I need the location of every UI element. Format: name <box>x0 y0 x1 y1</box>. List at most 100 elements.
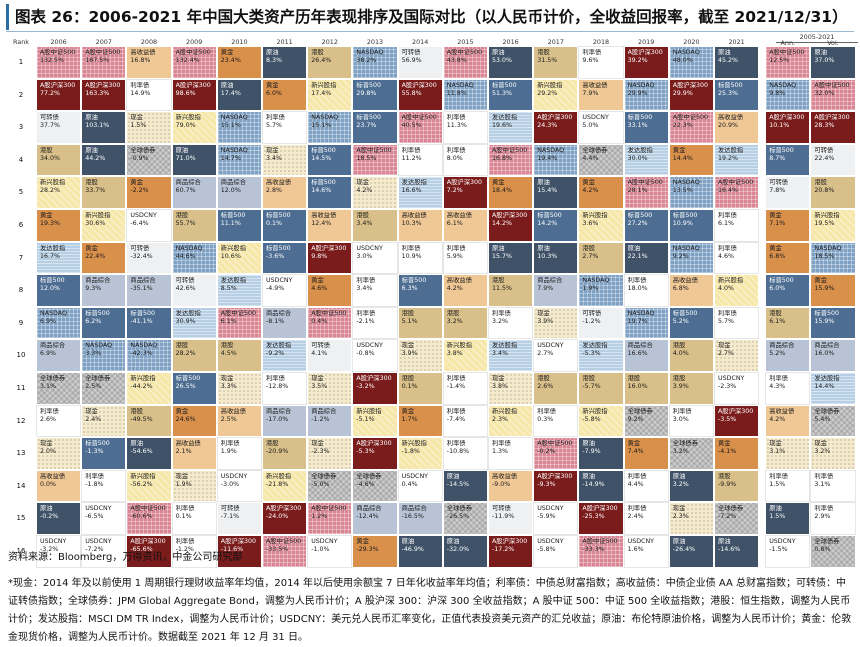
asset-name: A股沪深300 <box>130 538 166 545</box>
asset-return: 2.1% <box>175 448 192 456</box>
asset-name: NASDAQ <box>85 342 113 350</box>
column-header: Vol. <box>827 39 839 47</box>
asset-return: 43.8% <box>446 57 467 64</box>
asset-cell: USDCNY -5.9% <box>533 502 579 535</box>
asset-name: 高收益债 <box>582 81 608 89</box>
asset-return: -8.1% <box>266 317 285 325</box>
asset-return: 14.2% <box>537 220 558 227</box>
asset-name: A股中证500 <box>266 538 302 545</box>
asset-return: 15.1% <box>220 122 241 130</box>
asset-name: 原油 <box>175 146 189 154</box>
asset-return: 22.3% <box>672 122 693 130</box>
asset-return: 17.4% <box>311 89 332 97</box>
asset-cell: 商品综合 -12.4% <box>352 502 398 535</box>
asset-name: 利率债 <box>718 244 737 252</box>
asset-return: 29.2% <box>537 89 558 97</box>
asset-cell: A股沪深300 10.1% <box>765 111 811 144</box>
asset-cell: 可转债 4.1% <box>307 339 353 372</box>
asset-name: A股中证500 <box>627 179 663 187</box>
asset-cell: 新兴股指 79.0% <box>171 111 217 144</box>
asset-return: -21.8% <box>266 480 289 488</box>
asset-cell: 高收益债 2.5% <box>216 404 262 438</box>
column-header: 2007 <box>95 38 112 46</box>
asset-cell: 原油 -14.5% <box>442 469 488 503</box>
asset-name: 发达股指 <box>220 277 246 285</box>
asset-name: A股沪深300 <box>356 375 392 382</box>
asset-name: 原油 <box>582 440 595 448</box>
asset-cell: 可转债 7.8% <box>765 176 811 209</box>
asset-cell: 新兴股指 28.2% <box>36 176 82 209</box>
asset-return: 18.5% <box>814 252 835 260</box>
asset-name: 利率债 <box>627 277 647 285</box>
asset-cell: 港股 11.5% <box>488 274 534 307</box>
asset-return: -9.2% <box>266 350 285 358</box>
asset-cell: 港股 33.7% <box>81 176 127 209</box>
asset-name: 黄金 <box>627 440 641 448</box>
asset-cell: 黄金 24.6% <box>171 404 217 438</box>
asset-return: -49.5% <box>130 415 153 423</box>
asset-name: 港股 <box>401 375 415 382</box>
asset-return: 15.1% <box>311 122 332 130</box>
asset-return: 42.6% <box>175 285 196 293</box>
asset-return: 1.5% <box>769 513 786 521</box>
asset-name: 高收益债 <box>175 440 201 448</box>
asset-cell: 新兴股指 -1.8% <box>397 437 443 470</box>
asset-return: 16.8% <box>130 57 151 64</box>
asset-return: 6.9% <box>40 350 56 358</box>
asset-cell: USDCNY 3.0% <box>352 241 398 275</box>
asset-name: 原油 <box>401 538 415 545</box>
asset-cell: NASDAQ 14.7% <box>216 143 262 177</box>
asset-return: 10.1% <box>769 122 790 130</box>
asset-cell: 利率债 0.1% <box>171 502 217 535</box>
asset-name: 全球债券 <box>627 407 653 415</box>
asset-cell: NASDAQ -42.3% <box>126 339 172 372</box>
asset-return: 1.5% <box>769 480 786 488</box>
asset-return: 7.1% <box>769 220 786 227</box>
asset-cell: 全球债券 5.4% <box>810 404 856 438</box>
asset-cell: 可转债 42.6% <box>171 274 217 307</box>
asset-return: 6.0% <box>769 285 786 293</box>
asset-cell: 商品综合 -17.0% <box>262 404 308 438</box>
asset-cell: 发达股指 -9.2% <box>262 339 308 372</box>
asset-return: -3.6% <box>266 252 285 260</box>
asset-name: 港股 <box>718 472 731 480</box>
asset-name: 港股 <box>537 375 550 382</box>
asset-name: A股中证500 <box>769 49 805 56</box>
asset-name: 利率债 <box>446 244 466 252</box>
rank-label: 8 <box>18 286 24 295</box>
asset-return: 19.7% <box>627 317 648 325</box>
asset-name: 新兴股指 <box>492 407 518 415</box>
asset-cell: 现金 3.9% <box>533 306 579 340</box>
asset-name: 港股 <box>175 212 189 219</box>
asset-name: NASDAQ <box>40 309 67 317</box>
rank-header: Rank <box>13 38 29 46</box>
asset-name: A股中证500 <box>175 49 211 56</box>
asset-return: -0.9% <box>130 154 149 162</box>
asset-name: 港股 <box>537 49 550 56</box>
asset-return: 3.4% <box>266 154 282 162</box>
asset-return: 10.3% <box>537 252 558 260</box>
asset-cell: A股沪深300 -3.2% <box>352 372 398 405</box>
asset-name: 新兴股指 <box>401 440 427 448</box>
asset-cell: 高收益债 7.9% <box>578 78 624 112</box>
asset-cell: 商品综合 -16.5% <box>397 502 443 535</box>
asset-cell: 可转债 -7.1% <box>216 502 262 535</box>
asset-cell: USDCNY 2.7% <box>533 339 579 372</box>
asset-return: 28.2% <box>40 187 61 195</box>
asset-cell: A股中证500 43.8% <box>442 46 488 79</box>
asset-name: A股中证500 <box>40 49 76 56</box>
asset-return: 2.7% <box>537 350 554 358</box>
asset-return: 8.5% <box>220 285 237 293</box>
asset-return: 10.9% <box>401 252 422 260</box>
asset-cell: 利率债 -12.8% <box>262 372 308 405</box>
asset-cell: 新兴股指 -5.1% <box>352 404 398 438</box>
asset-cell: 原油 10.3% <box>533 241 579 275</box>
asset-cell: 高收益债 6.1% <box>442 209 488 242</box>
asset-return: 15.7% <box>492 252 513 260</box>
asset-cell: A股沪深300 39.2% <box>623 46 669 79</box>
asset-return: 4.6% <box>718 252 734 260</box>
asset-return: 24.3% <box>537 122 558 130</box>
asset-return: 1.5% <box>130 122 147 130</box>
asset-name: 利率债 <box>266 375 285 382</box>
asset-name: 现金 <box>85 407 98 415</box>
